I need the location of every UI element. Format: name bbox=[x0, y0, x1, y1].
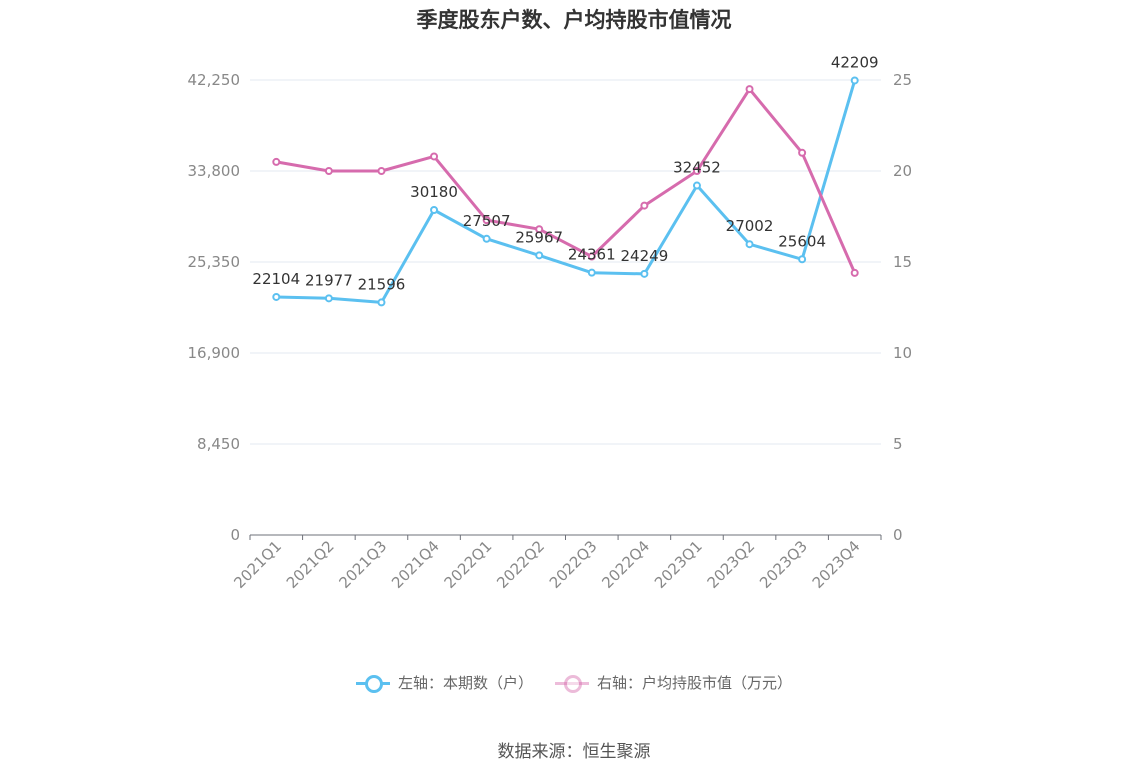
data-point[interactable] bbox=[482, 234, 491, 243]
data-label: 22104 bbox=[252, 270, 300, 288]
data-point[interactable] bbox=[535, 251, 544, 260]
data-point[interactable] bbox=[482, 216, 491, 225]
right-tick-label: 5 bbox=[893, 435, 903, 453]
series-lines bbox=[272, 76, 859, 307]
data-point[interactable] bbox=[850, 268, 859, 277]
data-point[interactable] bbox=[535, 225, 544, 234]
data-point[interactable] bbox=[377, 167, 386, 175]
right-tick-label: 0 bbox=[893, 526, 903, 544]
data-label: 27507 bbox=[463, 212, 511, 230]
left-tick-label: 16,900 bbox=[188, 344, 241, 362]
data-point[interactable] bbox=[430, 152, 439, 161]
data-label: 25604 bbox=[778, 232, 826, 250]
right-tick-label: 10 bbox=[893, 344, 912, 362]
chart-title: 季度股东户数、户均持股市值情况 bbox=[416, 8, 732, 32]
right-tick-label: 25 bbox=[893, 71, 912, 89]
data-label: 24249 bbox=[621, 247, 669, 265]
data-point[interactable] bbox=[324, 167, 333, 175]
x-tick-label: 2021Q3 bbox=[335, 537, 390, 592]
data-point[interactable] bbox=[692, 181, 701, 190]
legend-item-households[interactable]: 左轴：本期数（户） bbox=[355, 672, 533, 693]
data-point[interactable] bbox=[377, 298, 386, 307]
x-tick-label: 2021Q2 bbox=[283, 537, 338, 592]
left-tick-label: 42,250 bbox=[188, 71, 241, 89]
legend-swatch-households bbox=[355, 674, 390, 693]
data-label: 24361 bbox=[568, 246, 616, 264]
x-tick-label: 2023Q2 bbox=[704, 537, 759, 592]
series-line-households bbox=[276, 79, 857, 304]
data-point[interactable] bbox=[745, 240, 754, 249]
data-point[interactable] bbox=[324, 294, 333, 303]
data-point[interactable] bbox=[692, 167, 701, 175]
legend-item-avg-value[interactable]: 右轴：户均持股市值（万元） bbox=[555, 672, 792, 693]
left-tick-label: 0 bbox=[230, 526, 240, 544]
x-tick-label: 2022Q1 bbox=[441, 537, 496, 592]
data-label: 21596 bbox=[358, 275, 406, 293]
legend-label-households: 左轴：本期数（户） bbox=[397, 674, 533, 692]
x-tick-label: 2022Q2 bbox=[493, 537, 548, 592]
x-tick-label: 2021Q4 bbox=[388, 537, 443, 592]
legend-label-avg-value: 右轴：户均持股市值（万元） bbox=[597, 674, 793, 692]
x-tick-label: 2021Q1 bbox=[230, 537, 285, 592]
data-label: 21977 bbox=[305, 271, 353, 289]
data-point[interactable] bbox=[272, 292, 281, 301]
data-point[interactable] bbox=[850, 76, 859, 85]
data-point[interactable] bbox=[272, 157, 281, 166]
data-source: 数据来源：恒生聚源 bbox=[497, 742, 651, 762]
x-tick-label: 2022Q3 bbox=[546, 537, 601, 592]
right-tick-label: 15 bbox=[893, 253, 912, 271]
left-tick-label: 8,450 bbox=[197, 435, 240, 453]
right-tick-label: 20 bbox=[893, 162, 912, 180]
legend: 左轴：本期数（户） 右轴：户均持股市值（万元） bbox=[0, 672, 1148, 693]
data-point[interactable] bbox=[587, 268, 596, 277]
series-line-avg-value bbox=[276, 87, 857, 274]
x-tick-label: 2023Q4 bbox=[809, 537, 864, 592]
data-label: 30180 bbox=[410, 183, 458, 201]
data-label: 32452 bbox=[673, 159, 721, 177]
data-label: 25967 bbox=[515, 228, 563, 246]
legend-swatch-avg-value bbox=[555, 674, 589, 693]
data-point[interactable] bbox=[640, 201, 649, 210]
data-point[interactable] bbox=[640, 269, 649, 278]
data-point[interactable] bbox=[745, 85, 754, 94]
x-tick-label: 2023Q3 bbox=[756, 537, 811, 592]
x-tick-label: 2023Q1 bbox=[651, 537, 706, 592]
left-tick-label: 33,800 bbox=[188, 162, 241, 180]
data-point[interactable] bbox=[798, 148, 807, 157]
data-label: 27002 bbox=[726, 217, 774, 235]
data-point[interactable] bbox=[430, 205, 439, 214]
x-tick-label: 2022Q4 bbox=[598, 537, 653, 592]
data-point[interactable] bbox=[798, 255, 807, 264]
line-chart: 0 0 8,450 5 16,900 10 25,350 15 33,800 20 42,250 25… bbox=[188, 53, 913, 592]
data-label: 42209 bbox=[831, 53, 879, 71]
data-point[interactable] bbox=[587, 252, 596, 261]
left-tick-label: 25,350 bbox=[188, 253, 241, 271]
